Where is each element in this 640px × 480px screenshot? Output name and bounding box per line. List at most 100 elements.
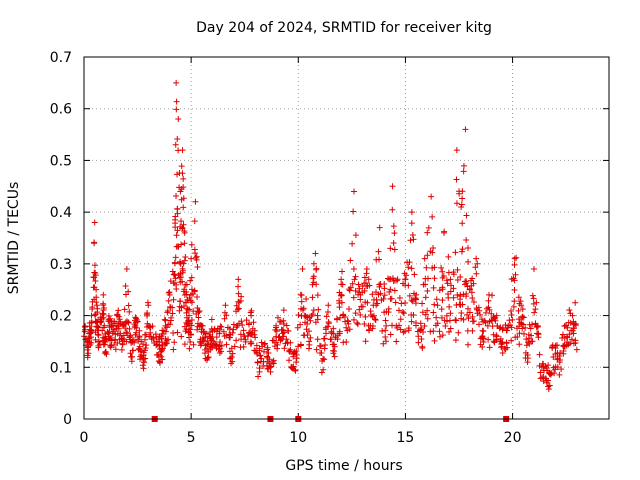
data-point	[265, 350, 272, 357]
data-point	[450, 294, 457, 301]
data-point	[358, 303, 365, 310]
data-point	[166, 291, 173, 298]
data-point	[387, 286, 394, 293]
data-point	[294, 324, 301, 331]
data-point	[459, 301, 466, 308]
data-point	[264, 358, 271, 365]
data-point	[512, 334, 519, 341]
data-point	[161, 316, 168, 323]
data-point	[314, 292, 321, 299]
data-point	[362, 338, 369, 345]
data-point	[359, 289, 366, 296]
data-point	[293, 359, 300, 366]
data-point	[520, 330, 527, 337]
data-point	[438, 314, 445, 321]
data-point	[508, 276, 515, 283]
data-point	[559, 331, 566, 338]
data-point	[307, 317, 314, 324]
data-point	[430, 328, 437, 335]
data-point	[165, 336, 172, 343]
data-point	[269, 359, 276, 366]
data-point	[419, 300, 426, 307]
y-axis: 0 0.1 0.2 0.3 0.4 0.5 0.6 0.7	[50, 50, 609, 428]
data-point	[382, 327, 389, 334]
data-point	[119, 335, 126, 342]
data-point	[379, 328, 386, 335]
data-point	[165, 297, 172, 304]
data-point	[99, 327, 106, 334]
data-point	[338, 291, 345, 298]
data-point	[397, 316, 404, 323]
data-point	[180, 221, 187, 228]
data-point	[243, 317, 250, 324]
data-point	[104, 329, 111, 336]
data-point	[179, 170, 186, 177]
data-point	[286, 347, 292, 354]
data-point	[88, 334, 95, 341]
data-point	[375, 248, 382, 255]
data-point	[446, 303, 453, 310]
data-point	[507, 321, 514, 328]
data-point	[188, 241, 195, 248]
data-point	[383, 308, 390, 315]
data-point	[194, 264, 201, 271]
data-point	[408, 220, 415, 227]
data-point	[444, 280, 451, 287]
data-point	[465, 244, 472, 251]
data-point	[513, 254, 520, 261]
data-point	[420, 328, 427, 335]
data-point	[180, 195, 187, 202]
data-point	[172, 254, 179, 261]
data-point	[545, 362, 552, 369]
data-point	[345, 305, 352, 312]
data-point	[349, 280, 356, 287]
data-point	[112, 346, 119, 353]
data-point	[512, 271, 519, 278]
data-point	[258, 355, 265, 362]
data-point	[391, 246, 398, 253]
data-point	[171, 260, 178, 267]
data-point	[136, 333, 143, 340]
data-point	[288, 364, 295, 371]
data-point	[545, 383, 552, 390]
data-point	[309, 294, 316, 301]
data-point	[174, 227, 181, 234]
data-point	[354, 321, 361, 328]
data-point	[229, 358, 236, 365]
data-point	[552, 366, 559, 373]
data-point	[564, 324, 571, 331]
data-point	[239, 322, 246, 329]
data-point	[186, 325, 193, 332]
data-point	[330, 325, 337, 332]
data-point	[321, 345, 328, 352]
data-point	[222, 302, 229, 309]
data-point	[111, 341, 118, 348]
data-point	[303, 296, 310, 303]
data-point	[261, 340, 268, 347]
data-point	[352, 287, 359, 294]
data-point	[317, 343, 324, 350]
data-point	[139, 362, 146, 369]
data-point	[313, 281, 320, 288]
data-point	[96, 338, 102, 345]
data-point	[112, 331, 119, 338]
data-point	[489, 317, 496, 324]
data-point	[419, 343, 426, 350]
data-point	[158, 353, 165, 360]
data-point	[313, 346, 320, 353]
data-point	[141, 347, 148, 354]
data-point	[91, 219, 98, 226]
data-point	[480, 318, 487, 325]
data-point	[177, 298, 184, 305]
data-point	[231, 343, 238, 350]
data-point	[200, 329, 207, 336]
data-point	[179, 147, 186, 154]
data-point	[248, 340, 255, 347]
data-point	[352, 273, 359, 280]
data-point	[115, 307, 122, 314]
data-point	[230, 326, 237, 333]
data-point	[331, 353, 338, 360]
data-point	[479, 327, 486, 334]
data-point	[343, 324, 350, 331]
